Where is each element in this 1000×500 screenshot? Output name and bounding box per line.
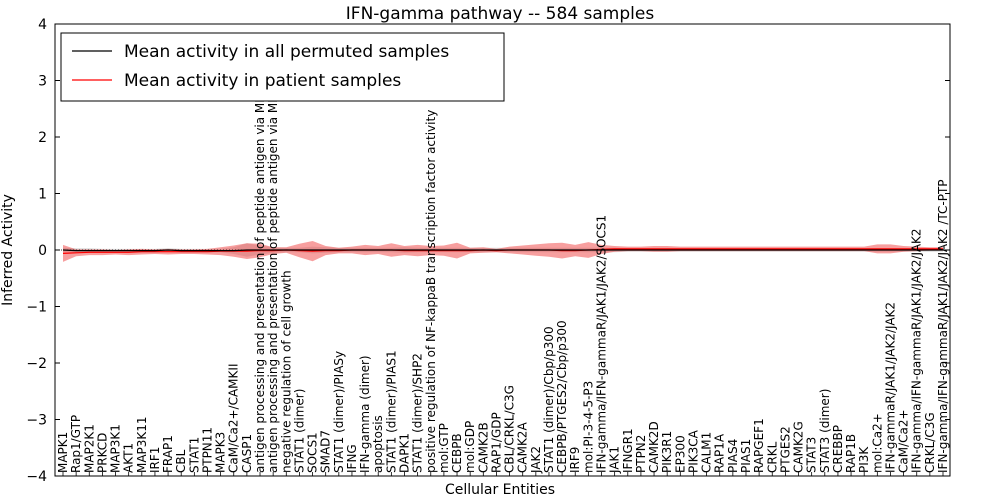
y-tick-label: −4 <box>26 469 47 485</box>
x-tick-label: IFN-gammaR/JAK1/JAK2/JAK2 <box>884 302 898 473</box>
x-tick-label: IRF1 <box>148 447 162 473</box>
legend-label-patient: Mean activity in patient samples <box>124 71 401 91</box>
x-tick-label: IFN-gamma/IFN-gammaR/JAK1/JAK2/JAK2 /TC-… <box>936 179 950 473</box>
chart-title: IFN-gamma pathway -- 584 samples <box>346 4 655 24</box>
x-tick-label: CEBPB/PTGES2/Cbp/p300 <box>555 320 569 473</box>
x-tick-label: JAK2 <box>529 446 543 474</box>
x-tick-label: PIK3R1 <box>660 431 674 473</box>
x-tick-label: SOCS1 <box>306 432 320 473</box>
x-tick-label: AKT1 <box>122 443 136 473</box>
x-tick-label: CRKL/C3G <box>923 412 937 473</box>
y-tick-label: −1 <box>26 300 47 316</box>
x-tick-label: PI3K <box>857 446 871 473</box>
x-tick-label: IFNGR1 <box>621 428 635 473</box>
x-tick-label: STAT1 (dimer) <box>292 389 306 473</box>
x-tick-label: PRKCD <box>95 433 109 473</box>
x-tick-label: IFN-gamma (dimer) <box>358 355 372 473</box>
x-tick-label: MAPK1 <box>56 432 70 473</box>
x-tick-label: STAT1 <box>187 437 201 473</box>
x-tick-label: antigen processing and presentation of p… <box>266 41 280 473</box>
y-axis-label: Inferred Activity <box>0 194 16 306</box>
x-tick-label: STAT1 (dimer)/Cbp/p300 <box>542 326 556 473</box>
x-tick-label: CaM/Ca2+ <box>897 409 911 473</box>
series-lines <box>55 248 950 254</box>
x-tick-label: CREBBP <box>831 425 845 473</box>
x-tick-label: RAP1B <box>844 434 858 473</box>
x-tick-label: STAT1 (dimer)/PIAS1 <box>384 350 398 473</box>
x-tick-label: STAT3 <box>805 437 819 473</box>
x-tick-label: PIAS4 <box>726 439 740 473</box>
y-axis: 4 3 2 1 0 −1 −2 −3 −4 <box>26 17 950 485</box>
x-tick-label: PTPN11 <box>201 427 215 473</box>
x-tick-label: STAT1 (dimer)/PIASy <box>332 351 346 473</box>
x-tick-label: PTGES2 <box>778 426 792 473</box>
x-tick-label: CBL <box>174 449 188 473</box>
x-tick-label: SMAD7 <box>319 430 333 473</box>
x-axis: MAPK1 Rap1/GTP MAP2K1 PRKCD MAP3K1 AKT1 MAP3K1… <box>56 41 950 476</box>
x-tick-label: RAPGEF1 <box>752 418 766 473</box>
x-tick-label: RAP1A <box>713 433 727 473</box>
x-tick-label: CALM1 <box>700 432 714 473</box>
x-tick-label: EP300 <box>673 435 687 473</box>
x-tick-label: MAP3K1 <box>109 424 123 473</box>
y-tick-label: 3 <box>38 74 47 90</box>
y-tick-label: 4 <box>38 17 47 33</box>
x-tick-label: MAP2K1 <box>82 424 96 473</box>
x-tick-label: negative regulation of cell growth <box>279 270 293 473</box>
line-permuted <box>62 249 943 252</box>
legend: Mean activity in all permuted samples Me… <box>60 32 505 102</box>
y-tick-label: 1 <box>38 187 47 203</box>
x-tick-label: CAMK2B <box>476 422 490 473</box>
x-axis-label: Cellular Entities <box>445 482 555 498</box>
x-tick-label: mol:Ca2+ <box>870 413 884 473</box>
x-tick-label: apoptosis <box>371 415 385 473</box>
x-tick-label: CaM/Ca2+/CAMKII <box>227 364 241 473</box>
legend-box <box>60 32 505 102</box>
x-tick-label: PTPN2 <box>634 435 648 473</box>
x-tick-label: CAMK2D <box>647 421 661 473</box>
x-tick-label: CAMK2G <box>792 421 806 473</box>
x-tick-label: MAP3K11 <box>135 416 149 473</box>
y-tick-label: −2 <box>26 356 47 372</box>
x-tick-label: PIK3CA <box>686 429 700 473</box>
x-tick-label: DAPK1 <box>398 433 412 473</box>
x-tick-label: mol:GTP <box>437 423 451 473</box>
x-tick-label: CASP1 <box>240 434 254 473</box>
x-tick-label: mol:GDP <box>463 421 477 473</box>
x-tick-label: IFN-gamma/IFN-gammaR/JAK1/JAK2/JAK2 <box>910 228 924 473</box>
x-tick-label: PIAS1 <box>739 439 753 473</box>
x-tick-label: IRF9 <box>568 447 582 473</box>
y-tick-label: 0 <box>38 243 47 259</box>
x-tick-label: CRKL <box>765 441 779 473</box>
x-tick-label: JAK1 <box>608 446 622 474</box>
x-tick-label: CEBPB <box>450 433 464 473</box>
x-tick-label: MAPK3 <box>214 432 228 473</box>
band-patient <box>63 241 943 262</box>
x-tick-label: IFNG <box>345 444 359 473</box>
x-tick-label: FRAP1 <box>161 435 175 473</box>
x-tick-label: antigen processing and presentation of p… <box>253 44 267 473</box>
x-tick-label: Rap1/GTP <box>69 415 83 473</box>
x-tick-label: positive regulation of NF-kappaB transcr… <box>424 110 438 473</box>
y-tick-label: 2 <box>38 130 47 146</box>
x-tick-label: STAT1 (dimer)/SHP2 <box>411 353 425 473</box>
y-tick-label: −3 <box>26 413 47 429</box>
legend-label-permuted: Mean activity in all permuted samples <box>124 42 449 62</box>
x-tick-label: STAT3 (dimer) <box>818 389 832 473</box>
x-tick-label: RAP1/GDP <box>489 412 503 473</box>
x-tick-label: CAMK2A <box>516 422 530 473</box>
x-tick-label: mol:PI-3-4-5-P3 <box>581 381 595 473</box>
x-tick-label: CBL/CRKL/C3G <box>503 385 517 473</box>
x-tick-label: IFN-gamma/IFN-gammaR/JAK1/JAK2/SOCS1 <box>595 215 609 473</box>
